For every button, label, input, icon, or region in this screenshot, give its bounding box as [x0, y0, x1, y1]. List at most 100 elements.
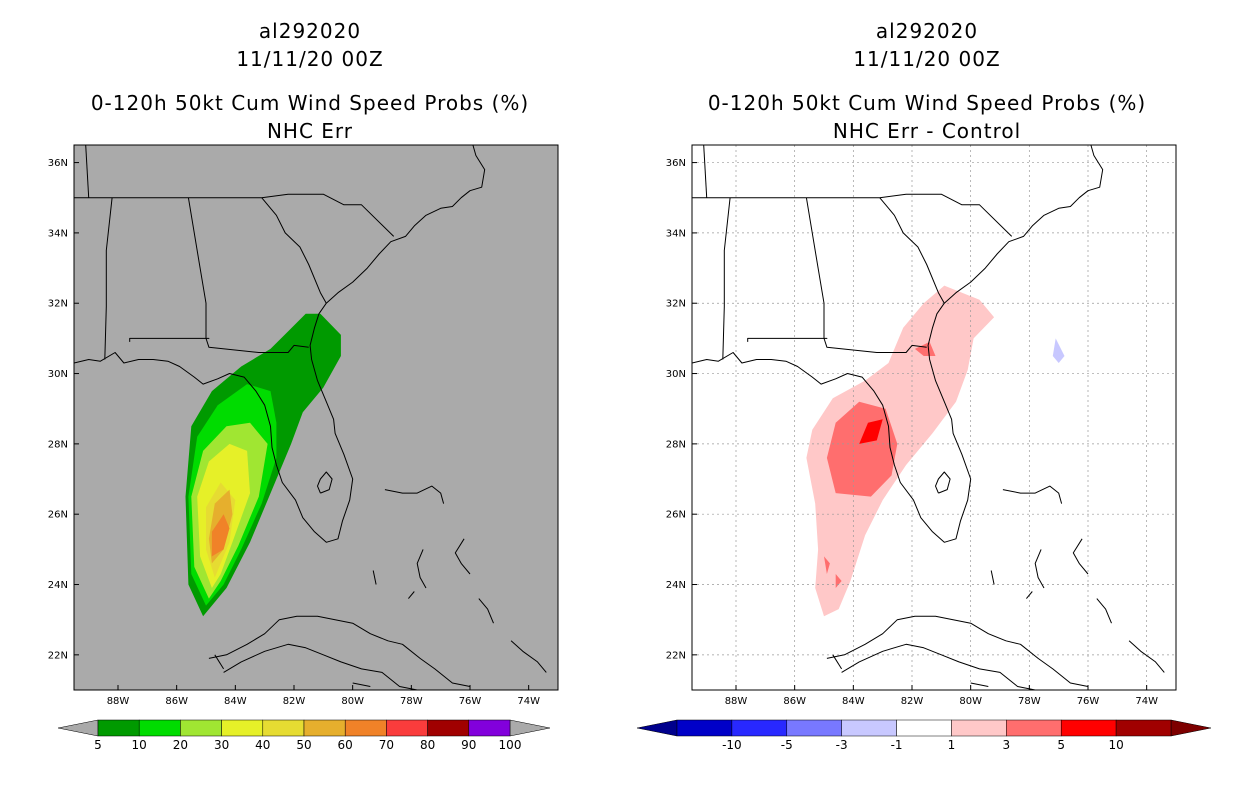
- right-chart-subtitle: NHC Err - Control: [832, 119, 1022, 143]
- right-island: [1034, 549, 1045, 589]
- left-colorbar-label-30: 30: [214, 738, 229, 752]
- left-island: [416, 549, 427, 589]
- right-coastline: [692, 145, 1104, 543]
- right-island: [990, 570, 995, 585]
- right-ytick-24N: 24N: [666, 580, 686, 591]
- right-colorbar-label--10: -10: [722, 738, 742, 752]
- right-panel: 88W 86W 84W 82W 80W 78W 76W 74W 36N 34N 32N 30N 28N 2…: [636, 144, 1212, 752]
- right-colorbar-label-3: 3: [1003, 738, 1011, 752]
- right-colorbar-swatch-7: [1060, 719, 1117, 737]
- left-xtick-78W: 78W: [400, 696, 423, 707]
- left-ytick-32N: 32N: [48, 299, 68, 310]
- left-colorbar-low-arrow: [57, 719, 99, 737]
- left-island: [352, 682, 371, 687]
- right-colorbar-label--1: -1: [891, 738, 903, 752]
- left-state-border: [104, 197, 113, 360]
- right-xtick-78W: 78W: [1018, 696, 1041, 707]
- right-cuba-south-coast: [841, 643, 1036, 690]
- left-island: [408, 591, 415, 599]
- right-xtick-80W: 80W: [959, 696, 982, 707]
- right-colorbar-label-1: 1: [948, 738, 956, 752]
- right-contour-1-0: [806, 285, 995, 617]
- left-ytick-28N: 28N: [48, 439, 68, 450]
- left-ytick-26N: 26N: [48, 510, 68, 521]
- left-xtick-80W: 80W: [341, 696, 364, 707]
- left-xtick-86W: 86W: [165, 696, 188, 707]
- right-contour-3-3: [824, 556, 830, 574]
- right-colorbar-swatch-4: [896, 719, 952, 737]
- left-contour-60-6: [211, 514, 230, 557]
- left-colorbar-label-80: 80: [420, 738, 435, 752]
- left-cuba-north-coast: [208, 615, 471, 687]
- right-xtick-86W: 86W: [783, 696, 806, 707]
- left-xtick-88W: 88W: [107, 696, 130, 707]
- left-cuba-south-coast: [223, 643, 418, 690]
- right-island: [1128, 640, 1165, 673]
- right-contour-neg1-6: [1052, 338, 1065, 363]
- right-colorbar-swatch-8: [1115, 719, 1172, 737]
- left-island: [384, 485, 445, 504]
- left-state-border: [85, 145, 90, 198]
- left-state-border: [261, 197, 327, 304]
- right-ytick-36N: 36N: [666, 158, 686, 169]
- left-colorbar-swatch-2: [180, 719, 222, 737]
- right-xtick-88W: 88W: [725, 696, 748, 707]
- left-colorbar-label-90: 90: [461, 738, 476, 752]
- left-colorbar-label-20: 20: [173, 738, 188, 752]
- right-state-border: [823, 338, 927, 353]
- left-island: [510, 640, 547, 673]
- right-colorbar-swatch-0: [676, 719, 733, 737]
- left-colorbar-label-50: 50: [296, 738, 311, 752]
- left-colorbar-label-5: 5: [94, 738, 102, 752]
- right-plot-area: [692, 145, 1176, 690]
- right-island: [970, 682, 989, 687]
- left-colorbar-label-60: 60: [338, 738, 353, 752]
- right-ytick-32N: 32N: [666, 299, 686, 310]
- right-colorbar-high-arrow: [1170, 719, 1212, 737]
- left-colorbar-high-arrow: [509, 719, 551, 737]
- right-colorbar-label--5: -5: [781, 738, 793, 752]
- right-island: [1072, 538, 1089, 575]
- right-xtick-76W: 76W: [1077, 696, 1100, 707]
- right-xtick-74W: 74W: [1135, 696, 1158, 707]
- left-plot-frame: [73, 144, 559, 691]
- left-colorbar: 5 10 20 30 40 50 60 70 80 90 100: [57, 719, 551, 752]
- left-colorbar-swatch-7: [386, 719, 428, 737]
- left-panel: 88W 86W 84W 82W 80W 78W 76W 74W 36N 34N 32N 30N 28N 2…: [48, 144, 559, 752]
- right-storm-id: al292020: [875, 19, 979, 43]
- right-ytick-28N: 28N: [666, 439, 686, 450]
- left-ytick-30N: 30N: [48, 369, 68, 380]
- left-ytick-22N: 22N: [48, 650, 68, 661]
- left-ytick-34N: 34N: [48, 228, 68, 239]
- right-lake-okeechobee: [935, 471, 951, 494]
- right-ytick-30N: 30N: [666, 369, 686, 380]
- right-island: [1096, 598, 1112, 624]
- left-xtick-82W: 82W: [283, 696, 306, 707]
- left-plot-area: [74, 145, 547, 690]
- right-xtick-84W: 84W: [842, 696, 865, 707]
- left-colorbar-swatch-6: [344, 719, 387, 737]
- left-island: [478, 598, 494, 624]
- left-colorbar-label-100: 100: [499, 738, 522, 752]
- right-state-border: [703, 145, 708, 198]
- right-xtick-82W: 82W: [901, 696, 924, 707]
- right-contour-3-2: [914, 341, 936, 356]
- left-colorbar-label-70: 70: [379, 738, 394, 752]
- left-island: [214, 654, 225, 670]
- left-plot-background: [74, 145, 558, 690]
- right-colorbar-low-arrow: [636, 719, 678, 737]
- left-colorbar-swatch-9: [468, 719, 511, 737]
- right-datetime: 11/11/20 00Z: [853, 47, 1001, 71]
- right-cuba-north-coast: [826, 615, 1089, 687]
- left-colorbar-swatch-1: [138, 719, 181, 737]
- left-colorbar-swatch-8: [427, 719, 470, 737]
- left-lake-okeechobee: [317, 471, 333, 494]
- right-colorbar-swatch-1: [731, 719, 788, 737]
- right-colorbar-label--3: -3: [836, 738, 848, 752]
- right-colorbar-swatch-3: [841, 719, 897, 737]
- right-colorbar-swatch-5: [951, 719, 1007, 737]
- left-state-border: [205, 338, 309, 353]
- right-ytick-26N: 26N: [666, 510, 686, 521]
- right-island: [832, 654, 843, 670]
- right-state-border: [722, 197, 731, 360]
